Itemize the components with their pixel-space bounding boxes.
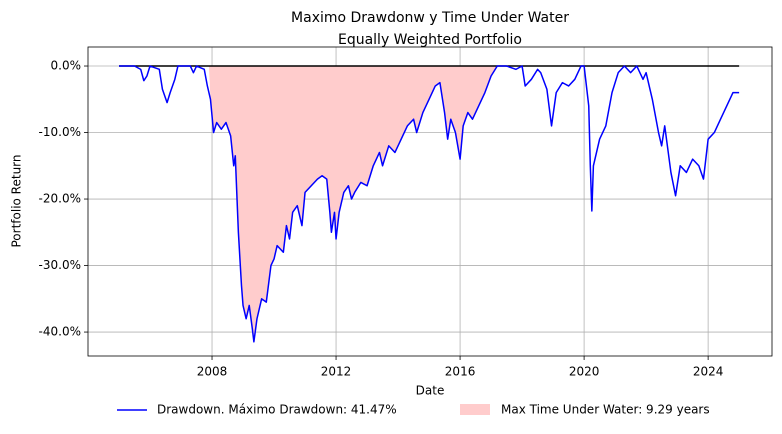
chart-subtitle: Equally Weighted Portfolio (338, 32, 522, 48)
chart-title: Maximo Drawdonw y Time Under Water (291, 10, 569, 26)
legend-label: Drawdown. Máximo Drawdown: 41.47% (157, 403, 397, 417)
underwater-area (208, 66, 497, 342)
x-tick-label: 2012 (321, 365, 352, 379)
axes-frame (87, 46, 773, 357)
y-tick-label: -40.0% (39, 325, 81, 339)
y-tick-label: 0.0% (51, 59, 82, 73)
x-tick-label: 2016 (445, 365, 476, 379)
y-tick-label: -10.0% (39, 125, 81, 139)
legend-patch (460, 404, 490, 415)
x-axis-label: Date (416, 384, 445, 398)
x-tick-label: 2024 (693, 365, 724, 379)
y-axis-label: Portfolio Return (10, 155, 24, 248)
x-tick-label: 2008 (197, 365, 228, 379)
x-tick-label: 2020 (569, 365, 600, 379)
drawdown-line (119, 65, 740, 343)
y-tick-label: -30.0% (39, 258, 81, 272)
y-tick-label: -20.0% (39, 192, 81, 206)
legend-label: Max Time Under Water: 9.29 years (501, 403, 710, 417)
